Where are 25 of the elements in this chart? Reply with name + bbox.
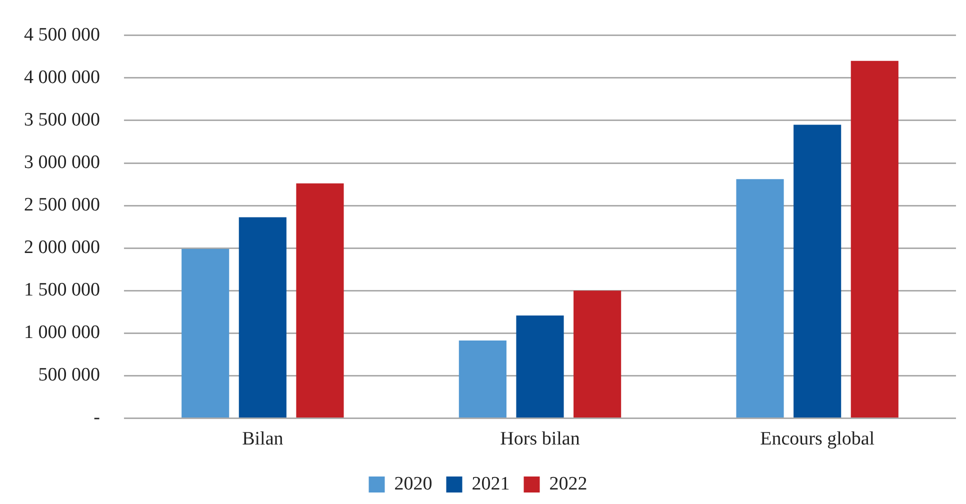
y-tick-label: 3 500 000 [24, 109, 100, 130]
bar [458, 340, 506, 418]
bar [296, 183, 344, 418]
bar [850, 60, 898, 418]
bar [736, 179, 784, 418]
bar [516, 316, 564, 418]
bar [182, 248, 230, 418]
y-tick-label: 2 500 000 [24, 194, 100, 216]
y-tick-label: 3 000 000 [24, 152, 100, 173]
bar [238, 217, 286, 418]
legend-label: 2022 [549, 473, 588, 494]
y-tick-label: 4 500 000 [24, 24, 100, 46]
y-tick-label: 500 000 [38, 364, 100, 386]
y-tick-label: 1 500 000 [24, 280, 100, 301]
y-tick-label: 1 000 000 [24, 322, 100, 344]
y-tick-label: - [94, 407, 100, 428]
x-tick-label: Bilan [242, 428, 284, 450]
bar [574, 290, 622, 418]
y-tick-label: 4 000 000 [24, 66, 100, 88]
legend-label: 2021 [472, 473, 510, 494]
y-tick-label: 2 000 000 [24, 237, 100, 258]
bar [794, 124, 842, 418]
x-tick-label: Encours global [760, 428, 875, 450]
x-tick-label: Hors bilan [500, 428, 580, 450]
legend-label: 2020 [394, 473, 432, 494]
